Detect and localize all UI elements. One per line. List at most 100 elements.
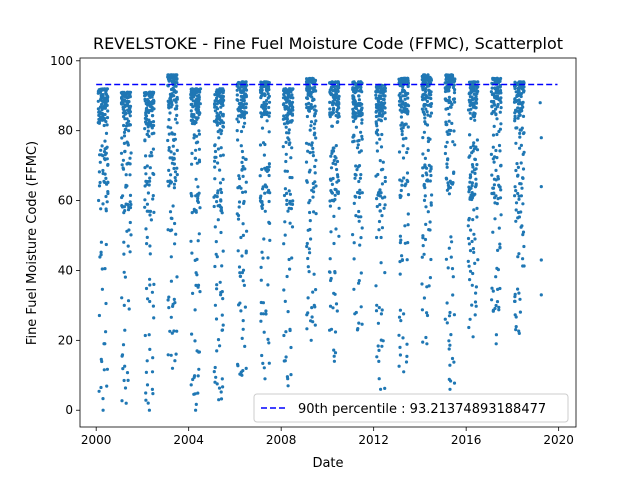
scatter-point bbox=[290, 113, 295, 117]
scatter-point bbox=[243, 190, 248, 194]
scatter-point bbox=[146, 129, 150, 133]
scatter-point bbox=[355, 146, 360, 150]
scatter-point bbox=[284, 140, 288, 144]
scatter-point bbox=[307, 270, 311, 274]
scatter-point bbox=[448, 105, 452, 109]
scatter-point bbox=[148, 121, 152, 125]
scatter-point bbox=[513, 111, 517, 115]
scatter-point bbox=[196, 391, 200, 395]
scatter-point bbox=[401, 336, 405, 340]
scatter-point bbox=[126, 244, 130, 248]
scatter-point bbox=[445, 301, 449, 305]
scatter-point bbox=[128, 193, 133, 197]
scatter-point bbox=[471, 247, 475, 251]
scatter-point bbox=[99, 148, 103, 152]
scatter-point bbox=[190, 194, 194, 198]
scatter-point bbox=[102, 150, 107, 154]
scatter-point bbox=[313, 80, 317, 84]
scatter-point bbox=[214, 240, 218, 244]
scatter-point bbox=[517, 331, 521, 335]
scatter-point bbox=[213, 159, 217, 163]
scatter-point bbox=[420, 308, 424, 312]
scatter-point bbox=[215, 102, 219, 106]
scatter-point bbox=[357, 195, 361, 199]
scatter-point bbox=[357, 98, 361, 102]
scatter-point bbox=[521, 257, 525, 261]
scatter-point bbox=[377, 228, 381, 232]
scatter-point bbox=[217, 136, 221, 140]
scatter-point bbox=[103, 117, 107, 121]
scatter-point bbox=[287, 87, 291, 91]
scatter-point bbox=[198, 290, 202, 294]
scatter-point bbox=[306, 149, 310, 153]
scatter-point bbox=[335, 96, 340, 100]
scatter-point bbox=[104, 176, 108, 180]
scatter-point bbox=[243, 92, 247, 96]
scatter-point bbox=[422, 103, 426, 108]
axes: 2000 2004 2008 2012 2016 2020 0 20 40 60 80 100 bbox=[50, 54, 577, 447]
scatter-point bbox=[399, 238, 403, 242]
scatter-point bbox=[150, 114, 155, 118]
scatter-point bbox=[238, 274, 242, 278]
scatter-point bbox=[241, 319, 245, 323]
scatter-point bbox=[235, 93, 239, 97]
scatter-point bbox=[151, 93, 155, 97]
scatter-point bbox=[383, 195, 387, 199]
scatter-point bbox=[192, 115, 196, 119]
scatter-point bbox=[424, 205, 428, 209]
scatter-point bbox=[449, 73, 453, 77]
scatter-point bbox=[260, 206, 264, 210]
scatter-point bbox=[453, 78, 457, 82]
scatter-point bbox=[190, 332, 194, 336]
scatter-point bbox=[173, 132, 177, 136]
scatter-point bbox=[104, 120, 108, 124]
scatter-point bbox=[99, 385, 103, 390]
scatter-point bbox=[472, 92, 476, 96]
scatter-point bbox=[151, 120, 156, 124]
scatter-point bbox=[473, 106, 478, 110]
scatter-point bbox=[198, 111, 202, 115]
scatter-point bbox=[422, 296, 426, 300]
scatter-point bbox=[173, 176, 177, 180]
scatter-point bbox=[445, 321, 449, 325]
scatter-point bbox=[290, 256, 294, 260]
scatter-point bbox=[244, 105, 248, 110]
scatter-point bbox=[284, 330, 288, 334]
scatter-point bbox=[149, 218, 153, 222]
scatter-point bbox=[426, 136, 430, 140]
scatter-point bbox=[235, 117, 239, 121]
scatter-point bbox=[218, 280, 222, 284]
scatter-point bbox=[143, 94, 147, 98]
scatter-point bbox=[430, 193, 434, 197]
scatter-point bbox=[498, 127, 502, 131]
scatter-point bbox=[263, 93, 267, 97]
scatter-point bbox=[332, 146, 336, 150]
scatter-point bbox=[286, 384, 290, 388]
scatter-point bbox=[375, 141, 379, 145]
scatter-point bbox=[266, 283, 270, 287]
scatter-point bbox=[351, 135, 355, 139]
scatter-point bbox=[356, 101, 361, 106]
scatter-point bbox=[192, 209, 196, 213]
scatter-point bbox=[472, 147, 477, 151]
scatter-point bbox=[333, 97, 337, 102]
scatter-point bbox=[495, 94, 499, 98]
scatter-point bbox=[519, 128, 523, 132]
scatter-point bbox=[309, 120, 314, 124]
scatter-point bbox=[264, 312, 268, 316]
scatter-point bbox=[421, 234, 425, 238]
scatter-point bbox=[337, 101, 341, 105]
scatter-point bbox=[103, 153, 107, 157]
scatter-point bbox=[519, 182, 523, 186]
scatter-point bbox=[195, 109, 199, 113]
scatter-point bbox=[128, 173, 132, 177]
scatter-point bbox=[377, 96, 381, 100]
scatter-point bbox=[426, 139, 430, 144]
scatter-point bbox=[167, 168, 171, 172]
scatter-point bbox=[357, 179, 361, 184]
scatter-point bbox=[406, 125, 410, 129]
scatter-point bbox=[490, 286, 494, 290]
scatter-point bbox=[168, 111, 172, 115]
scatter-point bbox=[352, 139, 356, 143]
scatter-point bbox=[189, 109, 193, 113]
